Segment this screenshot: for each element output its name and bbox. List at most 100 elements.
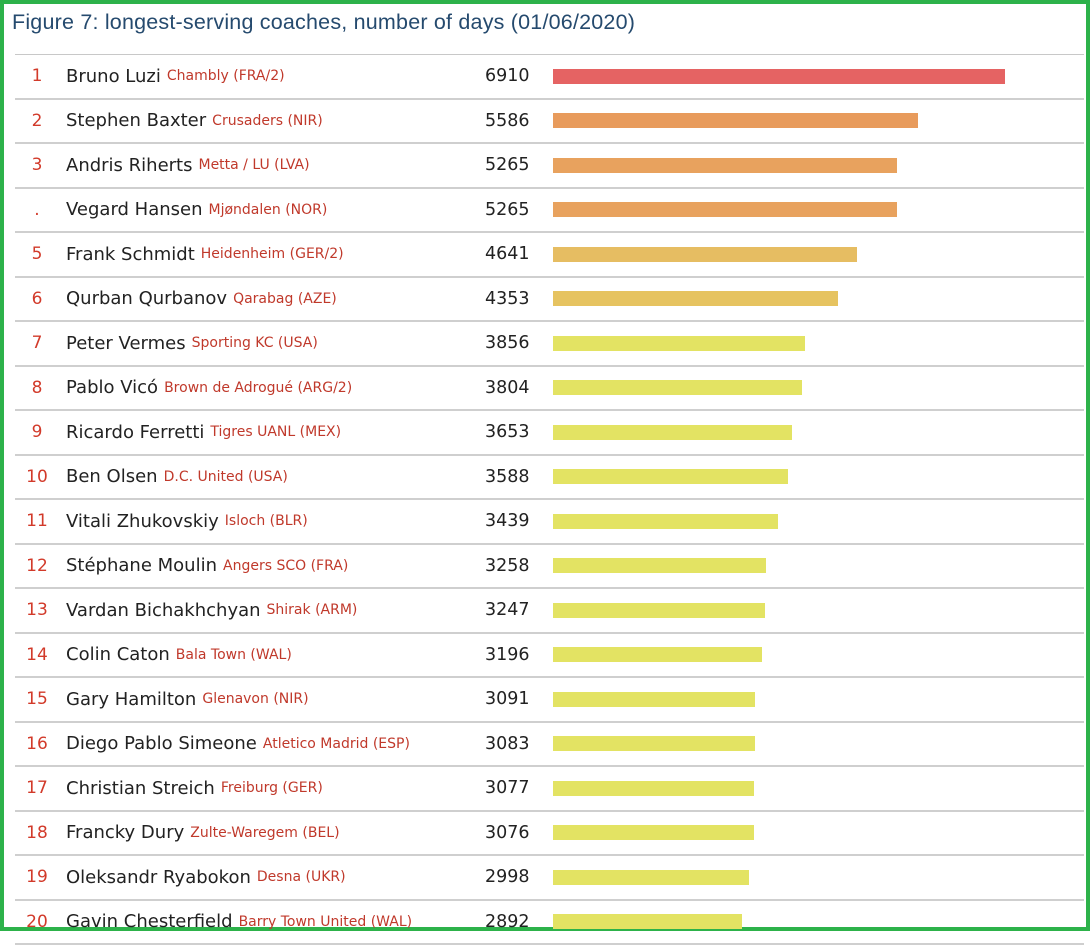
days-value: 3196 bbox=[485, 634, 530, 677]
club-name: Atletico Madrid (ESP) bbox=[263, 736, 410, 752]
table-row: 6 Qurban Qurbanov Qarabag (AZE) 4353 bbox=[15, 278, 1084, 323]
days-value: 4353 bbox=[485, 278, 530, 321]
club-name: Tigres UANL (MEX) bbox=[210, 424, 341, 440]
coach-name: Peter Vermes bbox=[66, 333, 186, 354]
bar bbox=[553, 69, 1005, 84]
rank-label: 3 bbox=[15, 144, 59, 187]
days-value: 3247 bbox=[485, 589, 530, 632]
bar bbox=[553, 781, 754, 796]
club-name: Barry Town United (WAL) bbox=[239, 914, 413, 930]
bar bbox=[553, 603, 765, 618]
name-cell: Colin Caton Bala Town (WAL) bbox=[66, 634, 292, 677]
bar bbox=[553, 647, 762, 662]
bar bbox=[553, 158, 897, 173]
rank-label: 10 bbox=[15, 456, 59, 499]
bar bbox=[553, 380, 802, 395]
rank-label: 7 bbox=[15, 322, 59, 365]
rank-label: 8 bbox=[15, 367, 59, 410]
days-value: 3653 bbox=[485, 411, 530, 454]
club-name: D.C. United (USA) bbox=[164, 469, 288, 485]
bar bbox=[553, 736, 755, 751]
rank-label: 19 bbox=[15, 856, 59, 899]
bar bbox=[553, 914, 742, 929]
table-row: 14 Colin Caton Bala Town (WAL) 3196 bbox=[15, 634, 1084, 679]
days-value: 5265 bbox=[485, 189, 530, 232]
days-value: 5586 bbox=[485, 100, 530, 143]
club-name: Desna (UKR) bbox=[257, 869, 346, 885]
club-name: Zulte-Waregem (BEL) bbox=[190, 825, 339, 841]
rank-label: 13 bbox=[15, 589, 59, 632]
days-value: 2998 bbox=[485, 856, 530, 899]
name-cell: Ricardo Ferretti Tigres UANL (MEX) bbox=[66, 411, 341, 454]
days-value: 3077 bbox=[485, 767, 530, 810]
rank-label: 14 bbox=[15, 634, 59, 677]
club-name: Qarabag (AZE) bbox=[233, 291, 337, 307]
club-name: Crusaders (NIR) bbox=[212, 113, 323, 129]
name-cell: Qurban Qurbanov Qarabag (AZE) bbox=[66, 278, 337, 321]
bar bbox=[553, 425, 792, 440]
table-row: 12 Stéphane Moulin Angers SCO (FRA) 3258 bbox=[15, 545, 1084, 590]
rank-label: 2 bbox=[15, 100, 59, 143]
bar bbox=[553, 336, 805, 351]
coach-name: Gary Hamilton bbox=[66, 689, 196, 710]
days-value: 3091 bbox=[485, 678, 530, 721]
days-value: 3588 bbox=[485, 456, 530, 499]
club-name: Brown de Adrogué (ARG/2) bbox=[164, 380, 352, 396]
club-name: Chambly (FRA/2) bbox=[167, 68, 285, 84]
rank-label: 12 bbox=[15, 545, 59, 588]
name-cell: Stéphane Moulin Angers SCO (FRA) bbox=[66, 545, 348, 588]
bar bbox=[553, 247, 857, 262]
club-name: Metta / LU (LVA) bbox=[198, 157, 309, 173]
club-name: Mjøndalen (NOR) bbox=[209, 202, 328, 218]
coach-name: Ricardo Ferretti bbox=[66, 422, 204, 443]
days-value: 4641 bbox=[485, 233, 530, 276]
coach-name: Andris Riherts bbox=[66, 155, 192, 176]
rank-label: 5 bbox=[15, 233, 59, 276]
bar bbox=[553, 870, 749, 885]
rank-label: 1 bbox=[15, 55, 59, 98]
days-value: 3076 bbox=[485, 812, 530, 855]
bar bbox=[553, 825, 754, 840]
club-name: Bala Town (WAL) bbox=[176, 647, 292, 663]
rank-label: 18 bbox=[15, 812, 59, 855]
bar bbox=[553, 514, 778, 529]
rank-label: 16 bbox=[15, 723, 59, 766]
rank-label: . bbox=[15, 189, 59, 232]
club-name: Freiburg (GER) bbox=[221, 780, 323, 796]
coach-name: Colin Caton bbox=[66, 644, 170, 665]
coach-name: Qurban Qurbanov bbox=[66, 288, 227, 309]
coach-name: Stéphane Moulin bbox=[66, 555, 217, 576]
bar bbox=[553, 692, 755, 707]
rank-label: 17 bbox=[15, 767, 59, 810]
club-name: Glenavon (NIR) bbox=[202, 691, 308, 707]
days-value: 3258 bbox=[485, 545, 530, 588]
club-name: Angers SCO (FRA) bbox=[223, 558, 348, 574]
rank-label: 6 bbox=[15, 278, 59, 321]
club-name: Shirak (ARM) bbox=[267, 602, 358, 618]
club-name: Isloch (BLR) bbox=[225, 513, 308, 529]
